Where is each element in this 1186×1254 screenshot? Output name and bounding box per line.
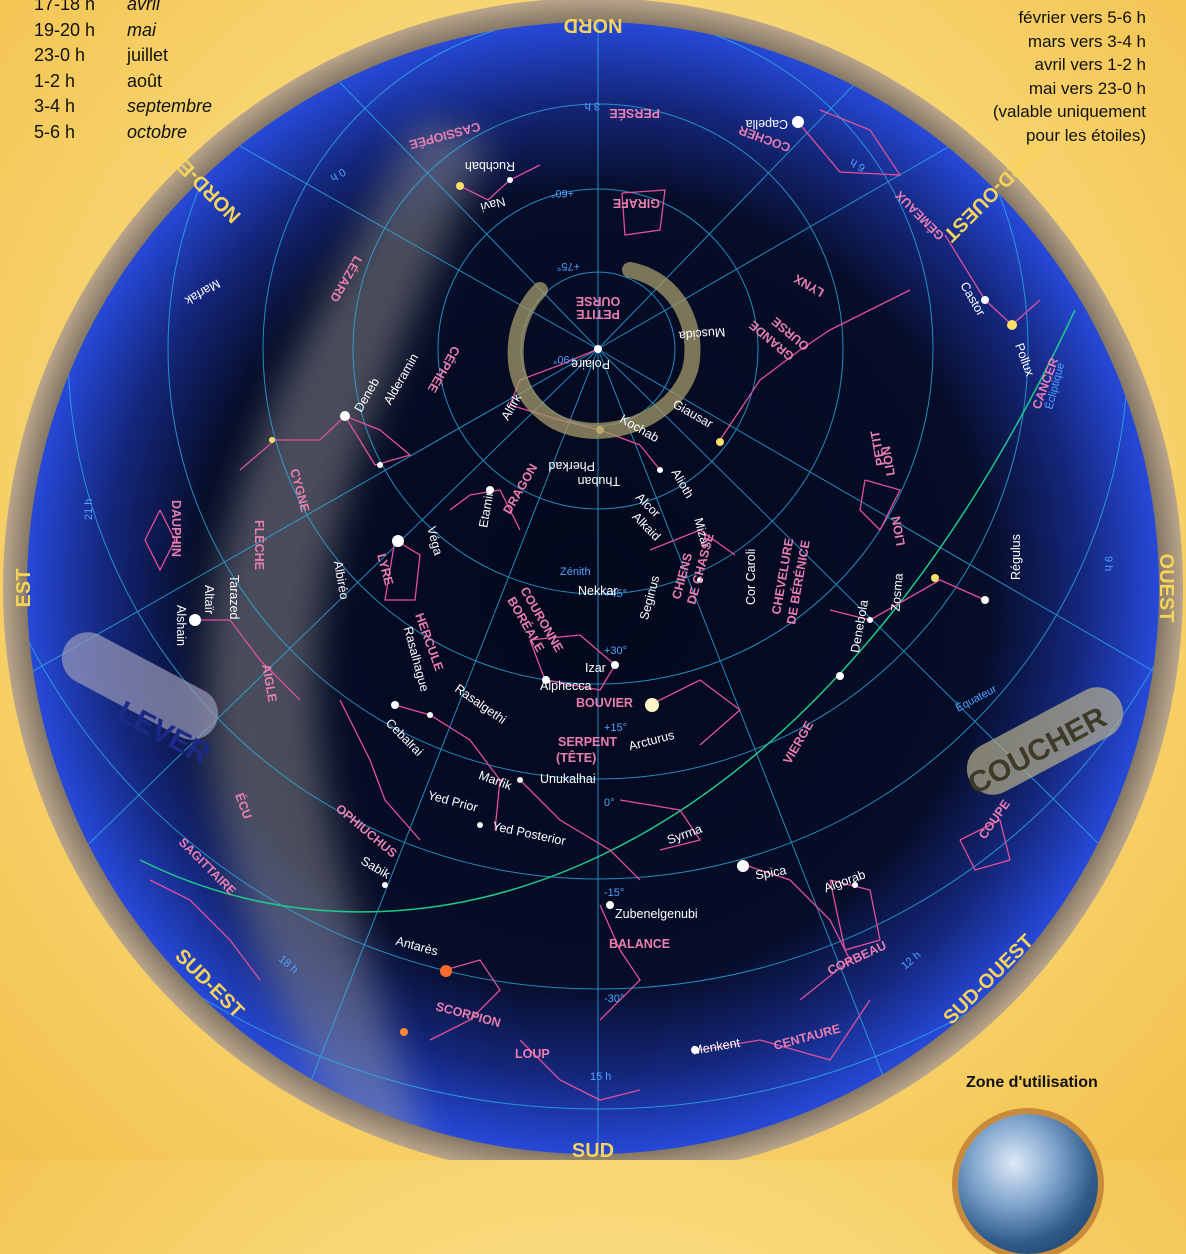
const-label-lion: LION bbox=[889, 515, 908, 547]
visibility-month: avril bbox=[127, 0, 161, 14]
star-label-zosma: Zosma bbox=[889, 573, 906, 612]
const-label-balance: BALANCE bbox=[609, 937, 670, 951]
cardinal-nord: NORD bbox=[564, 14, 623, 36]
dec-15-label: +15° bbox=[604, 722, 627, 734]
star-label-polaire: Polaire bbox=[571, 357, 610, 371]
other-months-line: mars vers 3-4 h bbox=[1027, 31, 1146, 51]
visibility-time: 23-0 h bbox=[34, 45, 86, 65]
zone-label: Zone d'utilisation bbox=[966, 1074, 1098, 1091]
const-label-girafe: GIRAFE bbox=[613, 196, 660, 210]
const-label-fleche: FLÈCHE bbox=[252, 520, 267, 570]
sky-map: NORD SUD EST OUEST NORD-EST NORD-OUEST S… bbox=[3, 0, 1183, 1160]
ecliptic-line bbox=[139, 309, 1076, 913]
dec-30-label: +30° bbox=[604, 645, 627, 657]
const-label-bouvier: BOUVIER bbox=[576, 696, 633, 710]
visibility-time: 1-2 h bbox=[34, 70, 76, 91]
stars bbox=[189, 116, 1017, 1054]
visibility-month: mai bbox=[127, 19, 157, 40]
coucher-badge bbox=[966, 687, 1124, 795]
star-label-alphecca: Alphecca bbox=[540, 679, 591, 693]
visibility-month: août bbox=[127, 70, 163, 91]
star-label-navi: Navi bbox=[479, 194, 507, 214]
milky-way bbox=[206, 120, 490, 1154]
star-label-nekkar: Nekkar bbox=[578, 584, 618, 598]
dec-75-label: +75° bbox=[557, 260, 580, 272]
ra-3h-label: 3 h bbox=[585, 100, 600, 112]
constellation-lines bbox=[144, 109, 1041, 1101]
other-months-line: pour les étoiles) bbox=[1025, 125, 1146, 145]
star-label-tarazed: Tarazed bbox=[227, 575, 241, 620]
cardinal-ouest: OUEST bbox=[1155, 554, 1177, 623]
star-label-thuban: Thuban bbox=[578, 474, 620, 488]
star-label-zubenelgenubi: Zubenelgenubi bbox=[615, 907, 698, 921]
other-months-line: avril vers 1-2 h bbox=[1034, 55, 1146, 74]
visibility-table: 17-18 h avril 19-20 h mai 23-0 h juillet 1-2 h… bbox=[34, 0, 212, 145]
star-label-capella: Capella bbox=[746, 117, 788, 131]
visibility-time: 3-4 h bbox=[34, 96, 76, 116]
const-label-petite-ourse-1: PETITE bbox=[576, 307, 620, 321]
const-label-dauphin: DAUPHIN bbox=[169, 500, 183, 557]
zenith-label: Zénith bbox=[560, 566, 591, 578]
star-label-ruchbah: Ruchbah bbox=[465, 159, 515, 173]
visibility-time: 17-18 h bbox=[34, 0, 96, 14]
other-months-note: février vers 5-6 h mars vers 3-4 h avril v… bbox=[906, 6, 1146, 147]
const-label-petit-lion-1: PETIT bbox=[868, 429, 888, 467]
other-months-line: février vers 5-6 h bbox=[1018, 8, 1146, 27]
other-months-line: (valable uniquement bbox=[992, 102, 1146, 121]
visibility-time: 5-6 h bbox=[34, 121, 76, 142]
lever-badge bbox=[61, 632, 219, 740]
dec-45-label: +45° bbox=[604, 588, 627, 600]
visibility-month: juillet bbox=[127, 45, 169, 65]
visibility-row: 17-18 h avril bbox=[34, 0, 212, 18]
coordinate-grid bbox=[27, 22, 1159, 1154]
visibility-row: 1-2 h août bbox=[34, 69, 212, 95]
star-label-albireo: Albiréo bbox=[331, 560, 352, 601]
dec-m30-label: -30° bbox=[604, 993, 624, 1005]
const-label-loup: LOUP bbox=[515, 1047, 550, 1061]
dec-60-label: +60° bbox=[551, 187, 574, 199]
visibility-month: septembre bbox=[127, 96, 213, 116]
visibility-row: 23-0 h juillet bbox=[34, 43, 212, 69]
dec-90-label: +90° bbox=[553, 353, 576, 365]
const-label-petit-lion-2: LION bbox=[879, 445, 898, 477]
const-label-petite-ourse-2: OURSE bbox=[576, 294, 620, 308]
const-label-aigle: AIGLE bbox=[259, 663, 279, 703]
visibility-row: 5-6 h octobre bbox=[34, 120, 212, 146]
visibility-month: octobre bbox=[127, 121, 188, 142]
dec-0-label: 0° bbox=[604, 797, 615, 809]
zone-globe-icon bbox=[958, 1114, 1098, 1254]
const-label-serpent-2: (TÊTE) bbox=[556, 750, 596, 765]
cardinal-sud: SUD bbox=[572, 1140, 614, 1160]
star-label-regulus: Régulus bbox=[1009, 534, 1023, 580]
ra-15h-label: 15 h bbox=[590, 1071, 611, 1083]
const-label-serpent-1: SERPENT bbox=[558, 735, 617, 749]
star-label-izar: Izar bbox=[585, 661, 606, 675]
ra-21h-label: 21 h bbox=[83, 499, 95, 520]
star-label-pherkad: Pherkad bbox=[548, 459, 595, 473]
visibility-time: 19-20 h bbox=[34, 19, 96, 40]
visibility-row: 19-20 h mai bbox=[34, 18, 212, 44]
star-label-unukalhai: Unukalhai bbox=[540, 772, 596, 786]
star-label-cor-caroli: Cor Caroli bbox=[744, 549, 758, 605]
const-label-persee: PERSÉE bbox=[609, 106, 660, 121]
star-label-altair: Altaïr bbox=[202, 585, 216, 614]
ra-9h-label: 9 h bbox=[1102, 556, 1114, 571]
visibility-row: 3-4 h septembre bbox=[34, 94, 212, 120]
star-label-muscida: Muscida bbox=[678, 325, 726, 343]
star-label-etamin: Etamin bbox=[476, 488, 497, 529]
dec-m15-label: -15° bbox=[604, 887, 624, 899]
star-label-spica: Spica bbox=[754, 863, 787, 882]
little-dipper-highlight bbox=[507, 262, 701, 439]
star-label-alshain: Alshain bbox=[174, 605, 188, 646]
cardinal-est: EST bbox=[13, 569, 35, 608]
other-months-line: mai vers 23-0 h bbox=[1028, 78, 1146, 98]
